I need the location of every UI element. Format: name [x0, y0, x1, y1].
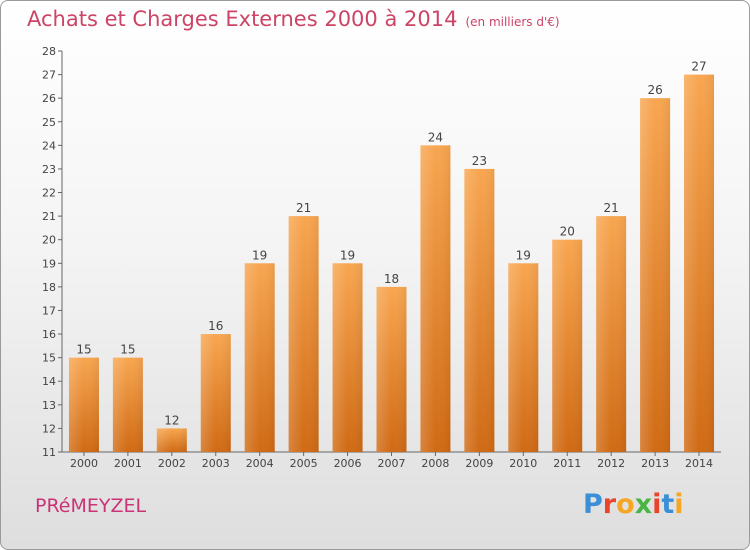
x-tick-label: 2000: [70, 457, 98, 470]
bar-value-label: 19: [252, 248, 267, 262]
chart-unit: (en milliers d'€): [465, 15, 560, 29]
bar-shine: [244, 263, 275, 452]
y-tick-label: 23: [42, 163, 56, 176]
bar-shine: [156, 428, 187, 452]
bar-shine: [376, 286, 407, 452]
bar-value-label: 20: [560, 225, 575, 239]
bar-shine: [332, 263, 363, 452]
bar-shine: [420, 145, 451, 452]
x-tick-label: 2006: [334, 457, 362, 470]
x-tick-label: 2013: [641, 457, 669, 470]
logo-letter: x: [634, 489, 653, 520]
x-tick-label: 2007: [378, 457, 406, 470]
chart-title: Achats et Charges Externes 2000 à 2014 (e…: [27, 7, 560, 31]
bar-shine: [684, 74, 715, 453]
y-tick-label: 19: [42, 257, 56, 270]
bar-shine: [288, 216, 319, 452]
y-tick-label: 17: [42, 304, 56, 317]
x-tick-label: 2005: [290, 457, 318, 470]
chart-title-text: Achats et Charges Externes 2000 à 2014: [27, 7, 458, 31]
y-tick-label: 22: [42, 187, 56, 200]
logo-letter: t: [661, 489, 675, 520]
bar-shine: [68, 357, 99, 452]
y-tick-label: 12: [42, 422, 56, 435]
x-tick-label: 2001: [114, 457, 142, 470]
logo-letter: r: [602, 489, 617, 520]
y-tick-label: 15: [42, 352, 56, 365]
y-tick-label: 24: [42, 139, 56, 152]
y-tick-label: 26: [42, 92, 56, 105]
bar-shine: [552, 239, 583, 452]
x-tick-label: 2009: [465, 457, 493, 470]
y-tick-label: 13: [42, 399, 56, 412]
bar-shine: [508, 263, 539, 452]
y-tick-label: 16: [42, 328, 56, 341]
bar-value-label: 19: [340, 248, 355, 262]
bar-shine: [464, 168, 495, 453]
bar-value-label: 15: [120, 343, 135, 357]
logo-letter: i: [652, 489, 662, 520]
bar-value-label: 15: [76, 343, 91, 357]
commune-name: PRéMEYZEL: [35, 495, 147, 517]
y-tick-label: 11: [42, 446, 56, 459]
y-tick-label: 21: [42, 210, 56, 223]
x-tick-label: 2012: [597, 457, 625, 470]
x-tick-label: 2014: [685, 457, 713, 470]
bar-value-label: 23: [472, 154, 487, 168]
x-tick-label: 2002: [158, 457, 186, 470]
y-tick-label: 28: [42, 45, 56, 58]
logo-letter: i: [674, 489, 684, 520]
y-tick-label: 18: [42, 281, 56, 294]
bar-value-label: 12: [164, 413, 179, 427]
bar-shine: [596, 216, 627, 452]
y-tick-label: 25: [42, 116, 56, 129]
bar-shine: [640, 98, 671, 453]
y-tick-label: 14: [42, 375, 56, 388]
proxiti-logo[interactable]: Proxiti: [583, 489, 684, 520]
x-tick-label: 2010: [509, 457, 537, 470]
bar-value-label: 24: [428, 130, 443, 144]
bar-shine: [200, 334, 231, 452]
logo-letter: P: [583, 489, 603, 520]
x-tick-label: 2008: [421, 457, 449, 470]
bar-value-label: 26: [647, 83, 662, 97]
logo-letter: o: [616, 489, 635, 520]
y-tick-label: 27: [42, 69, 56, 82]
x-tick-label: 2011: [553, 457, 581, 470]
bar-value-label: 21: [604, 201, 619, 215]
bar-value-label: 19: [516, 248, 531, 262]
x-tick-label: 2003: [202, 457, 230, 470]
bar-value-label: 21: [296, 201, 311, 215]
bar-value-label: 18: [384, 272, 399, 286]
bar-value-label: 16: [208, 319, 223, 333]
x-tick-label: 2004: [246, 457, 274, 470]
bar-shine: [112, 357, 143, 452]
y-tick-label: 20: [42, 234, 56, 247]
bar-value-label: 27: [691, 60, 706, 74]
